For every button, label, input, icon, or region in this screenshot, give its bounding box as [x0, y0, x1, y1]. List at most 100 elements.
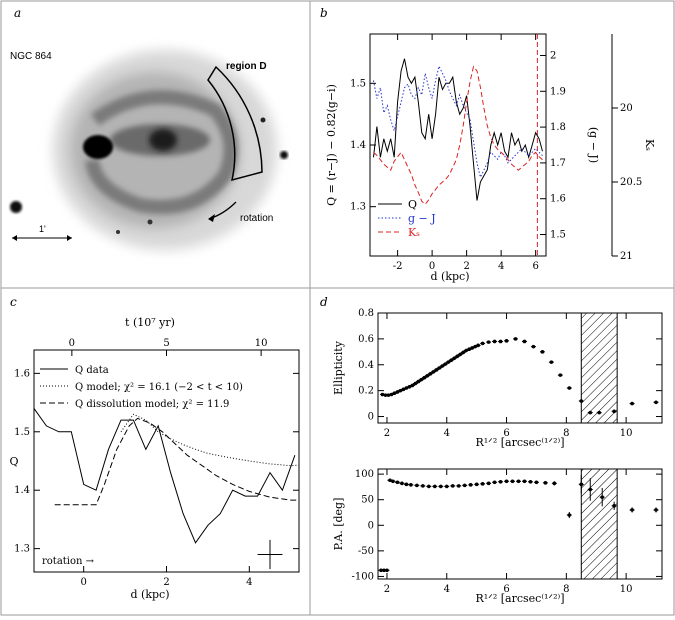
- panel-d-bottom-x-tick-label: 10: [620, 584, 633, 595]
- panel-b-x-tick-label: 2: [463, 261, 469, 272]
- panel-b-xlabel: d (kpc): [431, 270, 470, 283]
- panel-c-xlabel: d (kpc): [131, 588, 170, 601]
- panel-c-y-tick-label: 1.3: [14, 544, 30, 555]
- panel-a-letter: a: [14, 6, 21, 20]
- panel-b-y-tick-label: 1.3: [350, 202, 366, 213]
- panel-d-top-point: [654, 400, 658, 405]
- panel-c-series-1: [120, 413, 300, 467]
- panel-d-series: [378, 337, 659, 573]
- spiral-arm: [85, 90, 238, 214]
- panel-c-y-tick-label: 1.5: [14, 427, 30, 438]
- panel-b-ylabel-far-right: Kₛ: [643, 139, 656, 151]
- panel-d-top-point: [443, 362, 448, 366]
- panel-d-bottom-point: [567, 513, 572, 517]
- legend-label-q-dissolution: Q dissolution model; χ² = 11.9: [75, 399, 229, 410]
- galaxy-image: [10, 50, 288, 250]
- star: [280, 151, 288, 159]
- panel-d-top-y-tick-label: 0.2: [358, 386, 374, 397]
- panel-d-bottom-point: [456, 484, 461, 488]
- panel-d-bottom-x-tick-label: 6: [503, 584, 509, 595]
- panel-d-top-point: [476, 343, 480, 348]
- panel-c-top-tick-label: 0: [69, 338, 75, 349]
- panel-d-bottom-point: [444, 484, 449, 489]
- panel-d-bottom-point: [630, 508, 634, 512]
- panel-d-top-point: [522, 339, 527, 344]
- panel-c: c 0 2 4 0 5 10 1.3 1.4 1.5 1.6 t (10⁷ yr) d (kpc)…: [9, 295, 300, 601]
- panel-d-top-point: [422, 375, 427, 380]
- panel-b-series-2: [373, 65, 543, 205]
- panel-d-top-point: [486, 340, 491, 344]
- star: [10, 201, 22, 213]
- panel-d-bottom-point: [510, 479, 515, 484]
- panel-d-top-point: [410, 383, 415, 388]
- panel-b-right-tick-label: 1.8: [550, 122, 566, 133]
- panel-d-top-point: [449, 358, 454, 363]
- panel-d-top-point: [513, 337, 518, 341]
- legend-label-ks: Kₛ: [408, 226, 420, 239]
- panel-d-bottom-xlabel: R¹ᐟ² [arcsec⁽¹ᐟ²⁾]: [475, 592, 564, 605]
- star: [147, 219, 153, 225]
- panel-d-bottom-y-tick-label: 100: [355, 469, 374, 480]
- panel-c-x-tick-label: 0: [81, 577, 87, 588]
- panel-d-top-point: [458, 352, 463, 357]
- panel-c-rotation-label: rotation →: [42, 556, 95, 567]
- panel-b-y-tick-label: 1.4: [350, 140, 366, 151]
- panel-d-top-point: [612, 409, 616, 414]
- panel-c-x-tick-label: 4: [246, 577, 252, 588]
- panel-d-top-point: [492, 339, 497, 344]
- panel-d-bottom-point: [579, 482, 584, 487]
- scale-bar-right-head: [67, 235, 72, 241]
- panel-d-letter: d: [320, 295, 328, 309]
- panel-d-top-point: [461, 350, 466, 355]
- panel-d-top-point: [380, 392, 385, 397]
- panel-b-series: [373, 34, 543, 256]
- panel-b-right-tick-label: 1.7: [550, 158, 566, 169]
- panel-d-bottom-point: [385, 568, 389, 573]
- panel-d-top-ylabel: Ellipticity: [332, 340, 345, 395]
- rotation-arrowhead: [208, 214, 215, 222]
- panel-d-top-point: [540, 350, 545, 354]
- panel-d-bottom-point: [404, 482, 409, 487]
- panel-d-top-point: [428, 372, 433, 376]
- panel-d-bottom-point: [612, 504, 616, 508]
- panel-d-bottom-y-tick-label: -100: [352, 571, 374, 582]
- panel-d-top-point: [549, 360, 554, 364]
- panel-d-top-point: [386, 393, 391, 397]
- panel-d-top-point: [455, 354, 460, 359]
- panel-d-bottom-x-tick-label: 4: [444, 584, 450, 595]
- panel-d-top-point: [431, 370, 436, 374]
- panel-c-x-tick-label: 2: [163, 577, 169, 588]
- panel-d-bottom-point: [427, 484, 431, 489]
- panel-d-top-point: [558, 373, 563, 377]
- panel-c-series-2: [54, 417, 299, 506]
- panel-b-far-right-tick-label: 21: [620, 251, 633, 262]
- panel-d-top-point: [630, 401, 634, 406]
- panel-d-top-x-tick-label: 8: [563, 428, 569, 439]
- panel-d-top-point: [434, 368, 439, 372]
- panel-d-bottom-point: [474, 482, 479, 487]
- panel-d-top-x-tick-label: 10: [620, 428, 633, 439]
- panel-d-bottom-point: [600, 495, 605, 499]
- panel-d-bottom-point: [433, 484, 437, 489]
- panel-d-hatched-regions: [580, 312, 618, 580]
- region-label: region D: [226, 61, 267, 72]
- panel-c-top-tick-label: 5: [163, 338, 169, 349]
- panel-d-bottom-point: [543, 481, 548, 485]
- panel-d-bottom-point: [395, 480, 400, 485]
- bright-star: [83, 135, 113, 159]
- panel-d-top-point: [498, 339, 503, 344]
- panel-b-right-tick-label: 1.6: [550, 194, 566, 205]
- panel-d-top-frame: [377, 312, 663, 424]
- rotation-label: rotation: [240, 213, 273, 224]
- panel-d-top-point: [531, 344, 536, 349]
- panel-d-top-point: [446, 360, 451, 364]
- panel-d-bottom-x-tick-label: 8: [563, 584, 569, 595]
- panel-c-ticks: 0 2 4 0 5 10 1.3 1.4 1.5 1.6: [14, 338, 299, 588]
- panel-d-bottom-point: [462, 483, 467, 488]
- panel-b-legend: Q g − J Kₛ: [378, 198, 436, 239]
- panel-d-top-point: [597, 410, 602, 415]
- galaxy-nucleus: [149, 129, 177, 151]
- panel-d-top-x-tick-label: 6: [503, 428, 509, 439]
- panel-b-y-tick-label: 1.5: [350, 78, 366, 89]
